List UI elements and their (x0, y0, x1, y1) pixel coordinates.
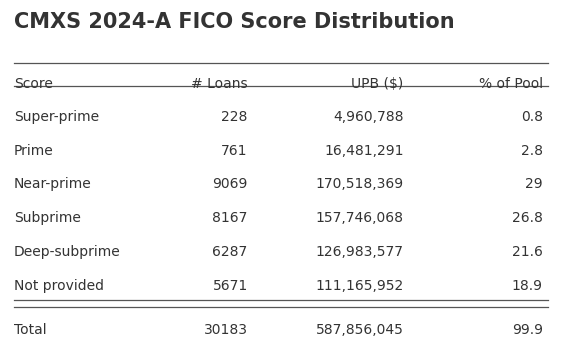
Text: Score: Score (14, 76, 53, 91)
Text: 26.8: 26.8 (512, 211, 543, 225)
Text: 761: 761 (221, 144, 248, 157)
Text: Super-prime: Super-prime (14, 110, 99, 124)
Text: 228: 228 (221, 110, 248, 124)
Text: CMXS 2024-A FICO Score Distribution: CMXS 2024-A FICO Score Distribution (14, 12, 454, 32)
Text: 8167: 8167 (213, 211, 248, 225)
Text: 111,165,952: 111,165,952 (315, 278, 404, 293)
Text: # Loans: # Loans (191, 76, 248, 91)
Text: 2.8: 2.8 (521, 144, 543, 157)
Text: UPB ($): UPB ($) (351, 76, 404, 91)
Text: 4,960,788: 4,960,788 (333, 110, 404, 124)
Text: 29: 29 (525, 177, 543, 191)
Text: 21.6: 21.6 (512, 245, 543, 259)
Text: Near-prime: Near-prime (14, 177, 92, 191)
Text: 18.9: 18.9 (512, 278, 543, 293)
Text: 587,856,045: 587,856,045 (316, 323, 404, 337)
Text: 9069: 9069 (213, 177, 248, 191)
Text: Deep-subprime: Deep-subprime (14, 245, 121, 259)
Text: 16,481,291: 16,481,291 (324, 144, 404, 157)
Text: % of Pool: % of Pool (479, 76, 543, 91)
Text: Subprime: Subprime (14, 211, 81, 225)
Text: 126,983,577: 126,983,577 (316, 245, 404, 259)
Text: 157,746,068: 157,746,068 (316, 211, 404, 225)
Text: Not provided: Not provided (14, 278, 104, 293)
Text: 99.9: 99.9 (512, 323, 543, 337)
Text: 6287: 6287 (213, 245, 248, 259)
Text: 30183: 30183 (203, 323, 248, 337)
Text: Total: Total (14, 323, 47, 337)
Text: 170,518,369: 170,518,369 (316, 177, 404, 191)
Text: 5671: 5671 (213, 278, 248, 293)
Text: 0.8: 0.8 (521, 110, 543, 124)
Text: Prime: Prime (14, 144, 54, 157)
